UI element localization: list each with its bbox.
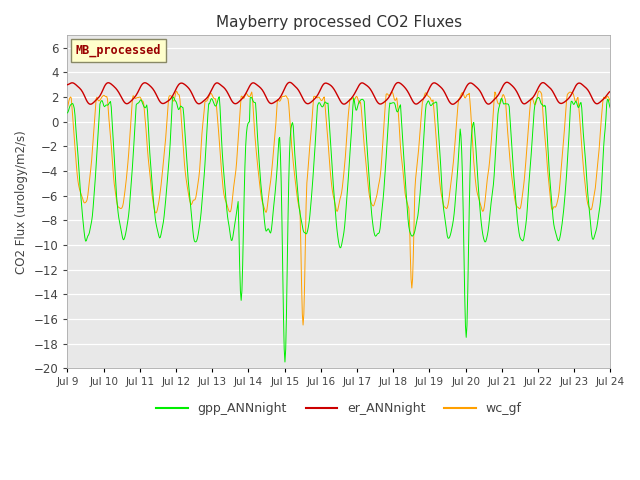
Text: MB_processed: MB_processed [76, 44, 161, 57]
Y-axis label: CO2 Flux (urology/m2/s): CO2 Flux (urology/m2/s) [15, 130, 28, 274]
Legend: gpp_ANNnight, er_ANNnight, wc_gf: gpp_ANNnight, er_ANNnight, wc_gf [152, 397, 527, 420]
Title: Mayberry processed CO2 Fluxes: Mayberry processed CO2 Fluxes [216, 15, 462, 30]
